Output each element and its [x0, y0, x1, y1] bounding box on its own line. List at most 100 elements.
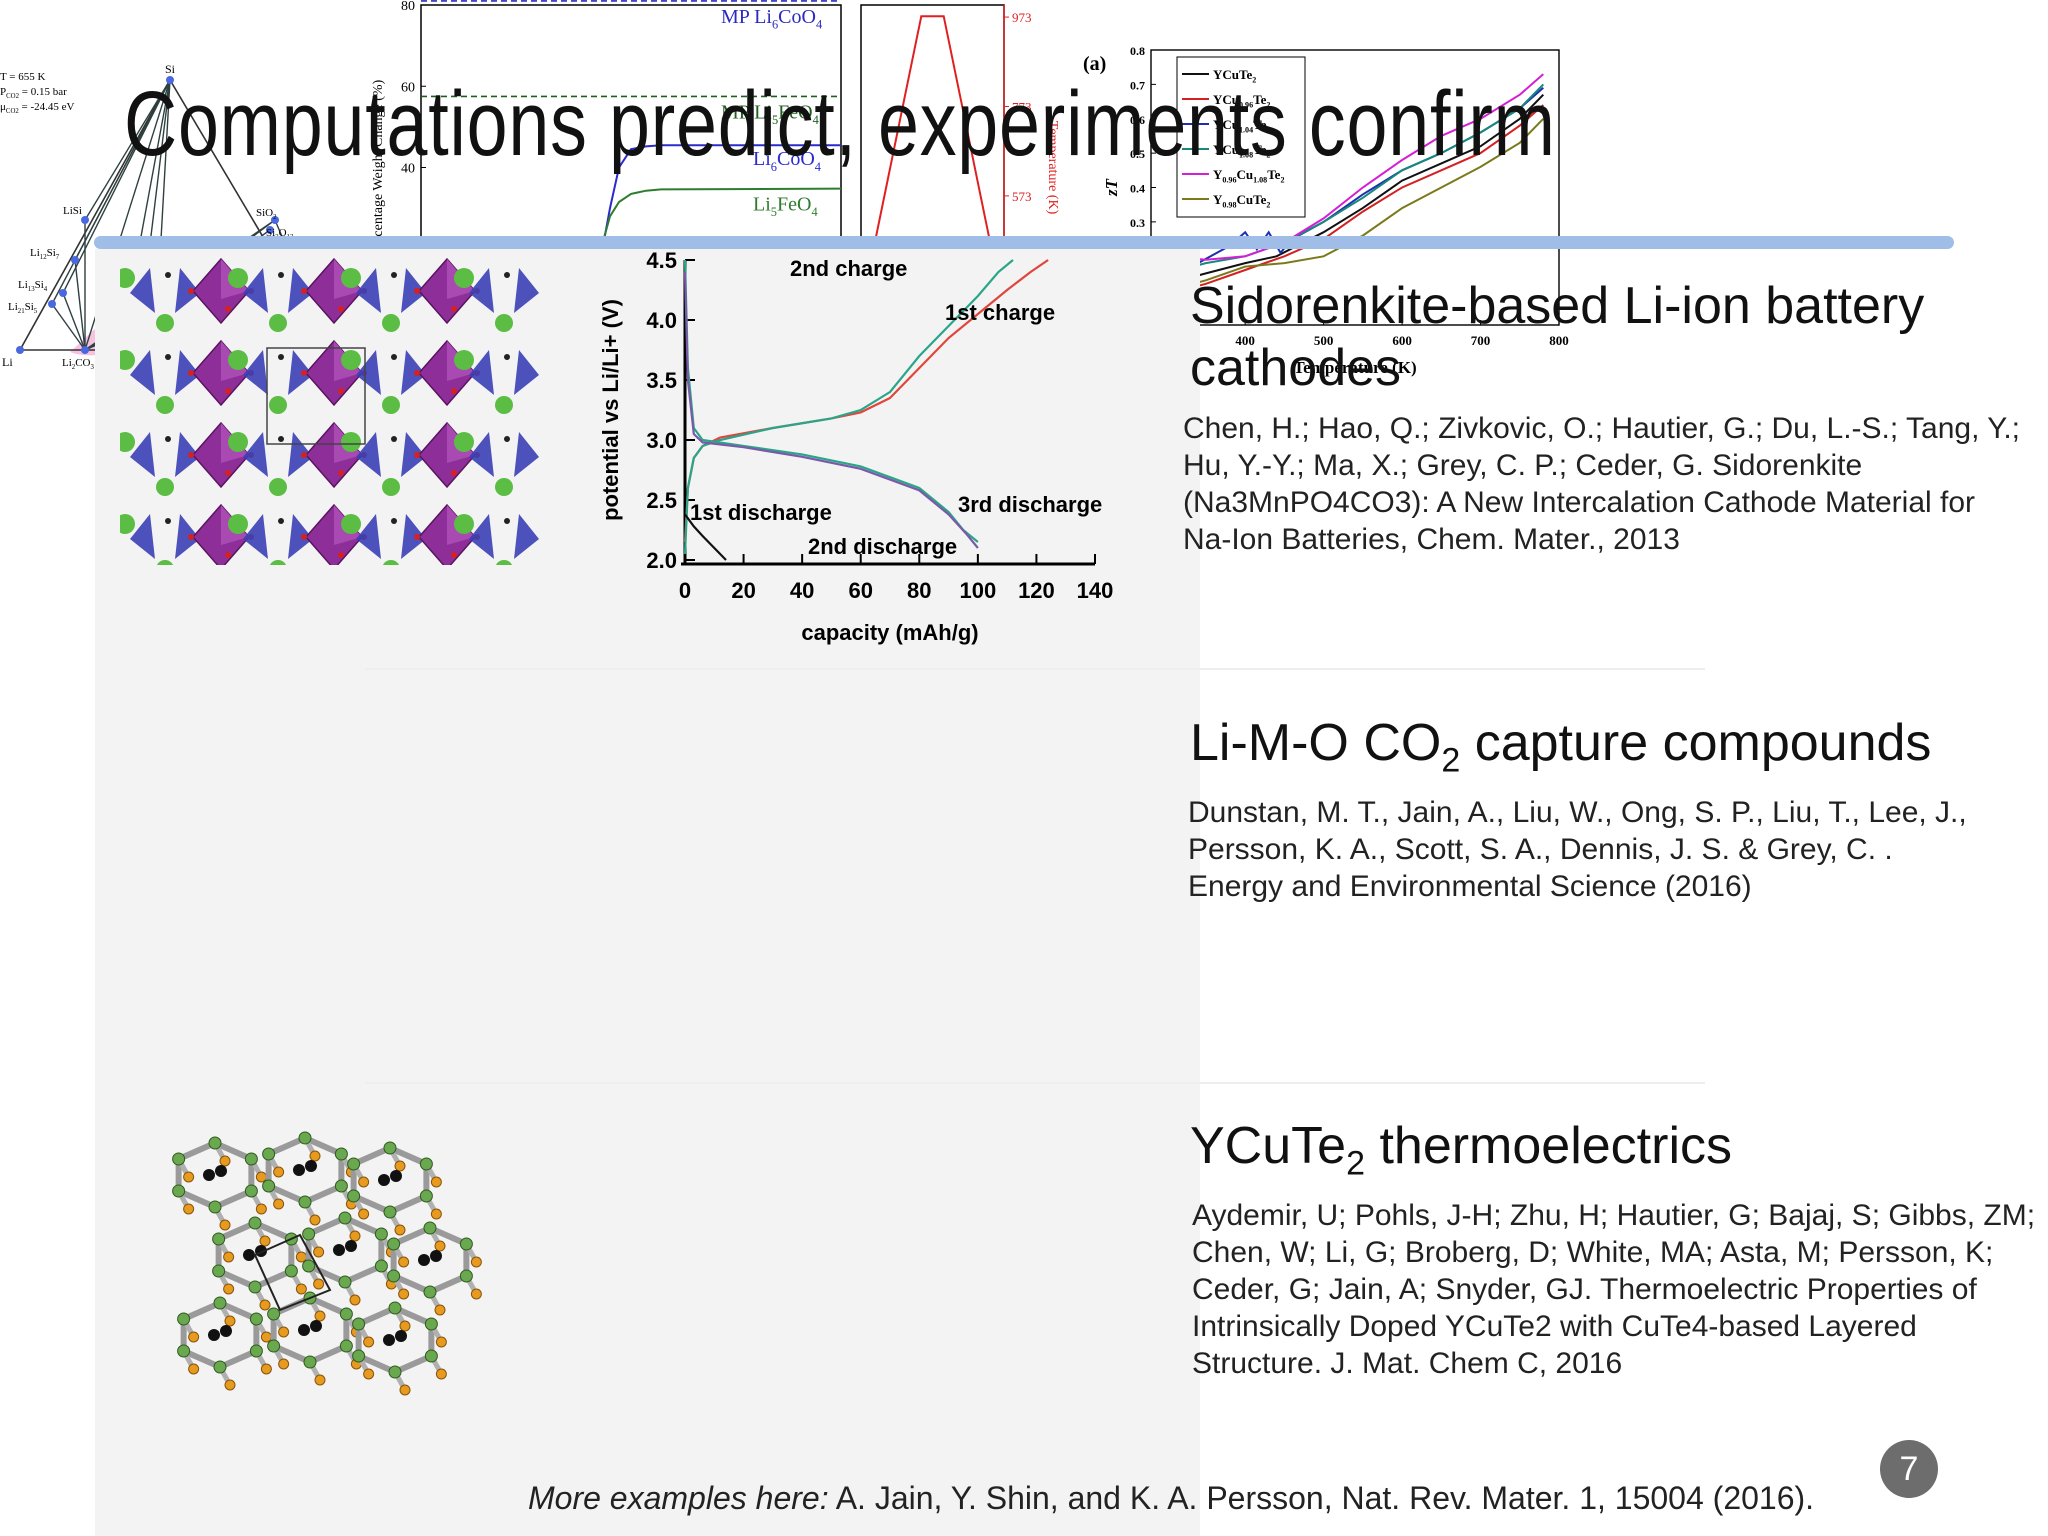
copper-atom — [394, 1160, 406, 1172]
phosphate-tetrahedron — [401, 514, 426, 559]
y-tick-label: 40 — [401, 162, 415, 177]
copper-atom — [470, 1256, 482, 1268]
subscript: 7 — [56, 254, 60, 261]
sodium-atom — [382, 314, 400, 332]
copper-atom — [309, 1214, 321, 1226]
oxygen-atom — [338, 552, 344, 558]
sodium-atom — [228, 268, 248, 288]
tellurium-atom — [459, 1269, 473, 1283]
panel-label: (a) — [1083, 53, 1106, 75]
subscript: 4 — [815, 160, 821, 174]
title-divider — [94, 236, 1954, 249]
oxygen-atom — [451, 388, 457, 394]
x-tick-label: 120 — [1018, 578, 1055, 603]
phosphate-tetrahedron — [243, 350, 268, 395]
subscript: 2 — [1266, 101, 1270, 110]
y-axis-label: Percentage Weight Change (%) — [371, 79, 386, 255]
y-tick-label: 3.5 — [646, 368, 677, 393]
section-3-reference: Aydemir, U; Pohls, J-H; Zhu, H; Hautier,… — [1192, 1199, 2036, 1380]
footer-citation: More examples here: A. Jain, Y. Shin, an… — [528, 1480, 1814, 1517]
copper-atom — [314, 1374, 326, 1386]
phosphate-tetrahedron — [130, 350, 155, 395]
copper-atom — [309, 1150, 321, 1162]
sodium-atom — [454, 514, 474, 534]
copper-atom — [183, 1203, 195, 1215]
phase-point — [271, 216, 279, 224]
yttrium-atom — [220, 1325, 232, 1337]
oxygen-atom — [338, 388, 344, 394]
x-tick-label: 700 — [1471, 333, 1491, 348]
y-tick-label: 60 — [401, 80, 415, 95]
text-span: Li — [30, 247, 40, 259]
tellurium-atom — [419, 1189, 433, 1203]
series-line — [1166, 118, 1544, 292]
phosphate-tetrahedron — [288, 514, 313, 559]
copper-atom — [399, 1384, 411, 1396]
oxygen-atom — [414, 452, 420, 458]
sodium-atom — [228, 350, 248, 370]
copper-atom — [399, 1320, 411, 1332]
tie-line — [62, 292, 86, 351]
text-span: MP Li — [721, 101, 772, 123]
y-tick-label: 0.4 — [1130, 182, 1145, 196]
copper-atom — [224, 1315, 236, 1327]
tellurium-atom — [352, 1317, 366, 1331]
series-line — [683, 271, 979, 549]
curve-annotation: 3rd discharge — [958, 492, 1102, 517]
subscript: 2 — [1252, 76, 1256, 85]
text-span: Li — [753, 148, 771, 170]
text-span: Si — [47, 247, 56, 259]
yttrium-atom — [215, 1165, 227, 1177]
reference-line-label: MP Li6CoO4 — [721, 6, 822, 32]
sodium-atom — [228, 432, 248, 452]
subscript: 6 — [772, 18, 778, 32]
phosphate-tetrahedron — [514, 432, 539, 477]
copper-atom — [435, 1336, 447, 1348]
x-tick-label: 60 — [848, 578, 872, 603]
oxygen-atom — [414, 534, 420, 540]
tellurium-atom — [177, 1312, 191, 1326]
oxygen-atom — [301, 452, 307, 458]
copper-atom — [434, 1240, 446, 1252]
carbon-atom — [278, 272, 284, 278]
tellurium-atom — [424, 1317, 438, 1331]
copper-atom — [313, 1278, 325, 1290]
sodium-atom — [120, 514, 135, 534]
tellurium-atom — [172, 1152, 186, 1166]
oxygen-atom — [301, 370, 307, 376]
copper-atom — [183, 1171, 195, 1183]
copper-atom — [278, 1326, 290, 1338]
section-2-heading-post: capture compounds — [1460, 714, 1932, 772]
y-tick-label: 2.5 — [646, 488, 677, 513]
carbon-atom — [391, 436, 397, 442]
text-span: YCu — [1213, 117, 1239, 132]
phosphate-tetrahedron — [356, 432, 381, 477]
text-span: Te — [1267, 167, 1280, 182]
yttrium-atom — [293, 1164, 305, 1176]
yttrium-atom — [430, 1250, 442, 1262]
legend-label: YCu0.96Te2 — [1213, 92, 1270, 110]
sodium-atom — [382, 478, 400, 496]
phosphate-tetrahedron — [130, 432, 155, 477]
copper-atom — [278, 1358, 290, 1370]
copper-atom — [394, 1224, 406, 1236]
section-3-heading-sub: 2 — [1346, 1144, 1365, 1183]
yttrium-atom — [298, 1324, 310, 1336]
subscript: 5 — [772, 113, 778, 127]
text-span: FeO — [779, 101, 813, 123]
sodium-atom — [269, 396, 287, 414]
tellurium-atom — [387, 1237, 401, 1251]
tellurium-atom — [338, 1211, 352, 1225]
sodium-atom — [156, 314, 174, 332]
phosphate-tetrahedron — [288, 268, 313, 313]
phosphate-tetrahedron — [175, 432, 200, 477]
tellurium-atom — [249, 1312, 263, 1326]
tellurium-atom — [298, 1131, 312, 1145]
copper-atom — [255, 1171, 267, 1183]
section-divider — [365, 668, 1705, 670]
text-span: FeO — [777, 194, 811, 216]
phosphate-tetrahedron — [401, 432, 426, 477]
phosphate-tetrahedron — [130, 268, 155, 313]
text-span: Si — [35, 279, 44, 291]
x-tick-label: 0 — [679, 578, 691, 603]
